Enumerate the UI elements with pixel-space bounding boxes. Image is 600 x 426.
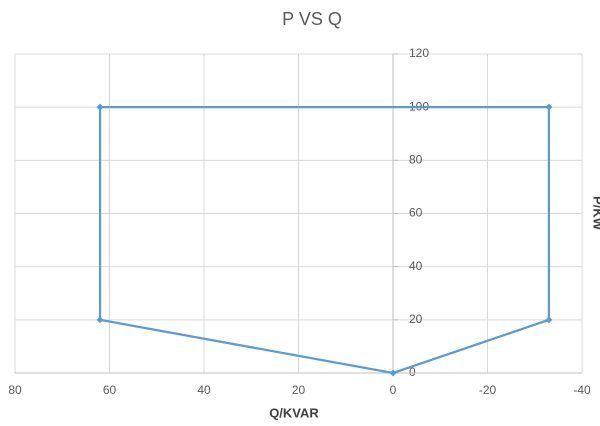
- y-tick-label: 80: [409, 153, 423, 167]
- x-tick-label: 0: [390, 383, 397, 397]
- point-marker: [96, 103, 104, 111]
- y-tick-label: 120: [409, 46, 429, 60]
- point-marker: [96, 316, 104, 324]
- y-tick-label: 20: [409, 312, 423, 326]
- point-marker: [389, 369, 397, 377]
- series-line: [98, 106, 551, 375]
- x-axis-title: Q/KVAR: [269, 405, 319, 420]
- chart-title: P VS Q: [282, 9, 342, 29]
- x-tick-label: 20: [292, 383, 306, 397]
- x-tick-label: 40: [197, 383, 211, 397]
- y-tick-label: 0: [409, 365, 416, 379]
- x-tick-label: -40: [573, 383, 591, 397]
- x-tick-label: 80: [8, 383, 22, 397]
- x-tick-label: 60: [103, 383, 117, 397]
- point-marker: [545, 103, 553, 111]
- x-tick-label: -20: [479, 383, 497, 397]
- y-tick-label: 60: [409, 206, 423, 220]
- y-axis-title: P/KW: [591, 196, 600, 231]
- y-tick-label: 40: [409, 259, 423, 273]
- point-marker: [545, 316, 553, 324]
